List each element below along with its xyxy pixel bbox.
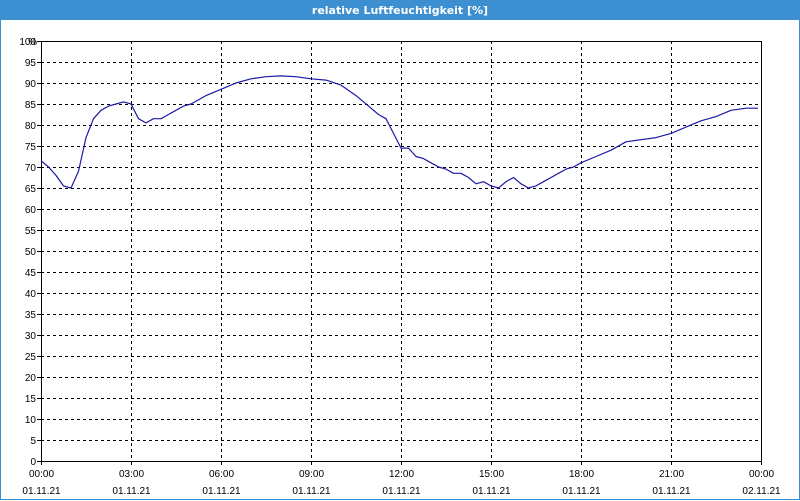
y-tick-label: 75 <box>25 142 37 153</box>
series-layer <box>40 75 758 189</box>
y-tick-label: 90 <box>25 79 37 90</box>
x-tick-label-time: 21:00 <box>659 469 684 480</box>
y-tick-label: 15 <box>25 394 37 405</box>
y-tick-label: 40 <box>25 289 37 300</box>
y-tick-label: 20 <box>25 373 37 384</box>
y-tick-label: 85 <box>25 100 37 111</box>
x-tick-label-time: 12:00 <box>389 469 414 480</box>
y-tick-label: 25 <box>25 352 37 363</box>
y-tick-label: 100 <box>19 37 36 48</box>
x-axis-ticks: 00:00 01.11.21 03:00 01.11.21 06:00 01.11.21 0… <box>22 461 781 497</box>
y-tick-label: 80 <box>25 121 37 132</box>
x-tick-label-date: 01.11.21 <box>22 486 61 497</box>
y-tick-label: 95 <box>25 58 37 69</box>
y-tick-label: 65 <box>25 184 37 195</box>
y-axis-ticks: 0 5 10 15 20 25 30 35 40 45 50 55 60 65 70 75 80 85 90 95 10… <box>19 37 41 468</box>
y-tick-label: 70 <box>25 163 37 174</box>
x-tick-label-date: 01.11.21 <box>472 486 511 497</box>
y-tick-label: 35 <box>25 310 37 321</box>
y-tick-label: 45 <box>25 268 37 279</box>
x-tick-label-time: 18:00 <box>569 469 594 480</box>
x-tick-label-time: 00:00 <box>29 469 54 480</box>
x-tick-label-time: 09:00 <box>299 469 324 480</box>
x-tick-label-date: 01.11.21 <box>292 486 331 497</box>
x-tick-label-date: 01.11.21 <box>562 486 601 497</box>
x-tick-label-time: 15:00 <box>479 469 504 480</box>
y-tick-label: 30 <box>25 331 37 342</box>
grid-lines <box>41 41 761 461</box>
window-title: relative Luftfeuchtigkeit [%] <box>1 1 799 20</box>
x-tick-label-date: 01.11.21 <box>652 486 691 497</box>
y-tick-label: 60 <box>25 205 37 216</box>
y-tick-label: 50 <box>25 247 37 258</box>
y-tick-label: 10 <box>25 415 37 426</box>
y-axis-unit-label: % <box>28 37 37 48</box>
x-tick-label-date: 01.11.21 <box>112 486 151 497</box>
y-tick-label: 55 <box>25 226 37 237</box>
y-tick-label: 0 <box>30 457 36 468</box>
x-tick-label-time: 00:00 <box>749 469 774 480</box>
x-tick-label-time: 06:00 <box>209 469 234 480</box>
humidity-line <box>40 75 758 189</box>
x-tick-label-date: 01.11.21 <box>382 486 421 497</box>
x-tick-label-date: 02.11.21 <box>742 486 781 497</box>
plot-frame <box>41 41 762 462</box>
x-tick-label-date: 01.11.21 <box>202 486 241 497</box>
y-tick-label: 5 <box>30 436 36 447</box>
x-tick-label-time: 03:00 <box>119 469 144 480</box>
